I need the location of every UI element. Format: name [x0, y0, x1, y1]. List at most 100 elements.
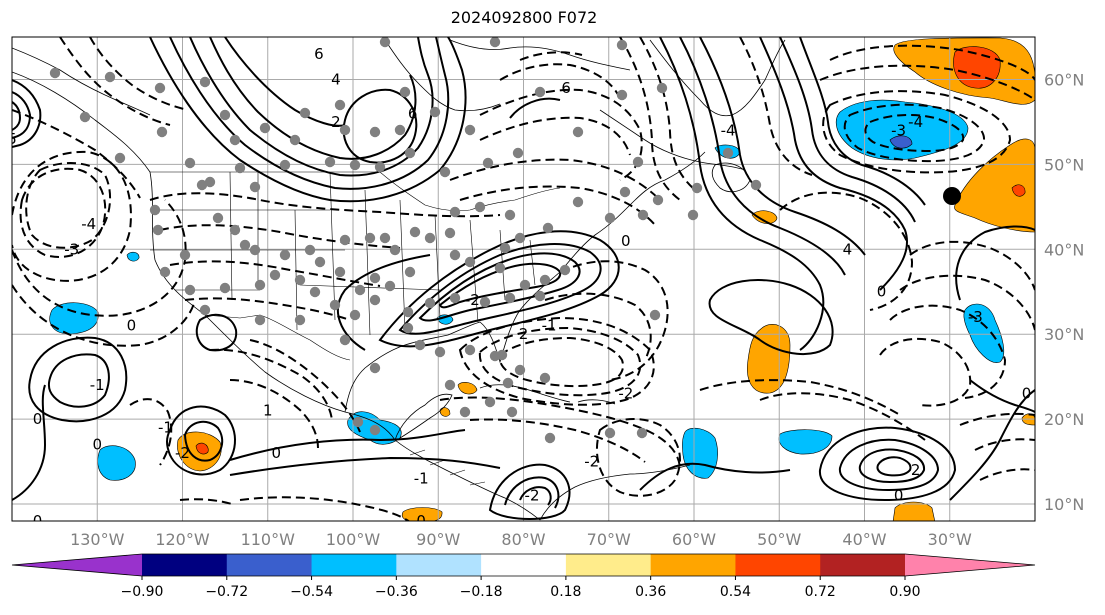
- station-dot: [329, 299, 341, 311]
- colorbar-segment: [396, 554, 482, 576]
- contour-line: [974, 438, 1035, 451]
- contour-line: [184, 297, 351, 321]
- station-dot: [402, 322, 414, 334]
- station-dot: [369, 294, 381, 306]
- station-dot: [299, 107, 311, 119]
- colorbar-tick-label: −0.36: [375, 584, 418, 600]
- longitude-label: 80°W: [501, 530, 545, 549]
- negative-anomaly-area: [49, 302, 99, 335]
- contour-line: [458, 316, 655, 406]
- contour-line: [12, 101, 22, 131]
- contour-value-label: -1: [542, 317, 557, 335]
- station-dot: [542, 222, 554, 234]
- negative-anomaly-area: [682, 427, 718, 479]
- contour-value-label: -1: [90, 376, 105, 394]
- station-dot: [506, 406, 518, 418]
- station-dot: [499, 242, 511, 254]
- contour-line: [169, 260, 381, 287]
- alaska-coast: [12, 47, 151, 116]
- latitude-label: 10°N: [1044, 495, 1084, 514]
- contour-line: [595, 418, 681, 497]
- station-dot: [154, 82, 166, 94]
- station-dot: [474, 201, 486, 213]
- station-dot: [294, 274, 306, 286]
- station-dot: [482, 157, 494, 169]
- station-dot: [514, 364, 526, 376]
- contour-line: [12, 284, 196, 347]
- station-dot: [496, 349, 508, 361]
- contour-line: [759, 37, 908, 291]
- longitude-label: 90°W: [416, 530, 460, 549]
- station-dot: [572, 196, 584, 208]
- station-dot: [691, 182, 703, 194]
- station-dot: [254, 314, 266, 326]
- contour-value-label: 0: [621, 232, 631, 250]
- contour-value-label: 0: [416, 512, 426, 530]
- positive-anomaly-area: [457, 381, 478, 395]
- colorbar-segment: [820, 554, 906, 576]
- station-markers: [49, 37, 762, 444]
- station-dot: [289, 134, 301, 146]
- station-dot: [402, 306, 414, 318]
- contour-value-label: -1: [414, 470, 429, 488]
- colorbar-segment: [650, 554, 736, 576]
- station-dot: [424, 297, 436, 309]
- contour-line: [639, 462, 791, 491]
- station-dot: [314, 256, 326, 268]
- contour-line: [843, 103, 985, 163]
- contour-line: [169, 37, 450, 190]
- colorbar-segment: [226, 554, 313, 576]
- station-dot: [484, 396, 496, 408]
- contour-line: [478, 326, 642, 397]
- latitude-label: 40°N: [1044, 240, 1084, 259]
- station-dot: [199, 304, 211, 316]
- contour-value-label: 6: [561, 79, 571, 97]
- latitude-labels: 10°N 20°N 30°N 40°N 50°N 60°N: [1044, 70, 1084, 514]
- station-dot: [604, 427, 616, 439]
- contour-line: [639, 37, 696, 191]
- station-dot: [364, 232, 376, 244]
- contour-line: [504, 476, 560, 509]
- station-dot: [404, 147, 416, 159]
- contour-line: [28, 336, 128, 423]
- contour-line: [19, 167, 107, 258]
- station-dot: [379, 37, 391, 48]
- colorbar-tick-label: −0.72: [205, 584, 248, 600]
- contour-line: [59, 37, 171, 126]
- contour-line: [659, 37, 825, 351]
- contour-line: [249, 339, 361, 433]
- contour-line: [224, 37, 346, 127]
- station-dot: [334, 99, 346, 111]
- contour-value-label: 0: [127, 317, 137, 335]
- station-dot: [559, 264, 571, 276]
- colorbar-tick-label: 0.36: [635, 584, 666, 600]
- station-dot: [254, 279, 266, 291]
- negative-anomaly-area: [778, 429, 833, 455]
- longitude-label: 110°W: [241, 530, 296, 549]
- station-dot: [637, 209, 649, 221]
- contour-line: [12, 79, 42, 148]
- contour-line: [822, 90, 1012, 174]
- contour-line: [818, 426, 957, 502]
- station-dot: [229, 134, 241, 146]
- north-america-pacific-coast: [12, 71, 541, 521]
- contour-line: [25, 162, 112, 249]
- positive-contours: [12, 37, 1035, 520]
- station-dot: [572, 126, 584, 138]
- station-dot: [156, 126, 168, 138]
- contour-value-label: 0: [92, 436, 102, 454]
- positive-anomaly-area: [401, 507, 443, 521]
- station-dot: [616, 39, 628, 51]
- contour-line: [949, 389, 1035, 501]
- station-dot: [104, 71, 116, 83]
- station-dot: [184, 284, 196, 296]
- contour-line: [519, 486, 552, 506]
- colorbar-segment: [481, 554, 567, 576]
- positive-anomaly-area: [439, 407, 451, 417]
- contour-line: [519, 51, 583, 61]
- contour-line: [179, 498, 236, 506]
- contour-line: [829, 44, 1035, 81]
- contour-line: [166, 405, 237, 476]
- contour-line: [12, 199, 187, 317]
